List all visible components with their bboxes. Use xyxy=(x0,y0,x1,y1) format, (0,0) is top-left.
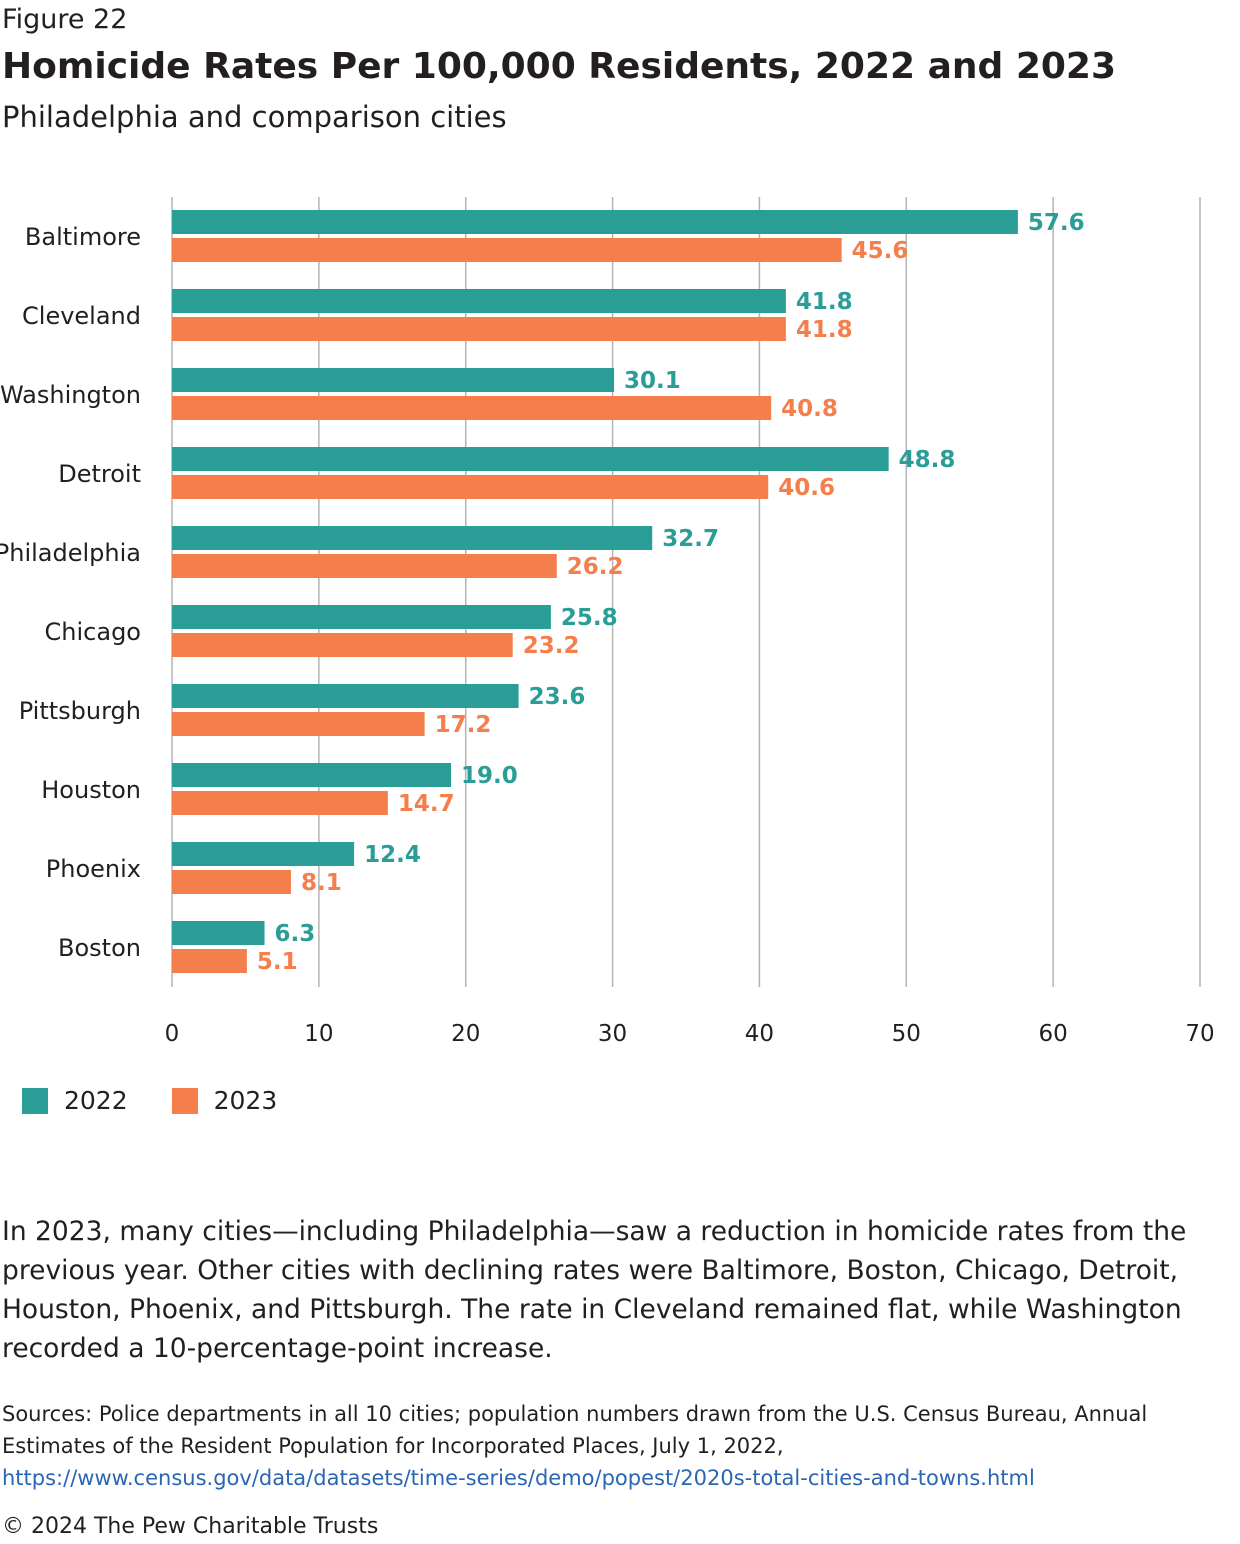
category-label: Boston xyxy=(58,934,141,962)
category-label: Houston xyxy=(41,776,141,804)
bar-2022 xyxy=(172,526,653,550)
category-label: Cleveland xyxy=(22,302,141,330)
data-label-2023: 17.2 xyxy=(435,712,492,738)
bar-2022 xyxy=(172,368,615,392)
summary-text: In 2023, many cities—including Philadelp… xyxy=(2,1216,1187,1364)
chart-legend: 2022 2023 xyxy=(22,1086,321,1115)
data-label-2022: 41.8 xyxy=(796,289,853,315)
x-tick-label: 30 xyxy=(598,1021,627,1047)
category-label: Pittsburgh xyxy=(19,697,141,725)
copyright-text: © 2024 The Pew Charitable Trusts xyxy=(2,1514,379,1539)
bar-2022 xyxy=(172,289,786,313)
x-tick-label: 10 xyxy=(304,1021,333,1047)
legend-label-2022: 2022 xyxy=(64,1086,128,1115)
category-label: Philadelphia xyxy=(0,539,141,567)
bar-2023 xyxy=(172,554,557,578)
data-label-2022: 19.0 xyxy=(461,763,518,789)
data-label-2023: 40.8 xyxy=(781,396,838,422)
data-label-2022: 23.6 xyxy=(529,684,586,710)
data-label-2023: 40.6 xyxy=(778,475,835,501)
bar-2022 xyxy=(172,763,452,787)
bar-2023 xyxy=(172,633,513,657)
category-label: Phoenix xyxy=(46,855,141,883)
sources-text: Sources: Police departments in all 10 ci… xyxy=(2,1402,1148,1458)
x-tick-label: 40 xyxy=(745,1021,774,1047)
figure-label: Figure 22 xyxy=(2,4,128,35)
x-tick-label: 60 xyxy=(1039,1021,1068,1047)
data-label-2022: 30.1 xyxy=(624,368,681,394)
bar-2022 xyxy=(172,684,519,708)
bar-2023 xyxy=(172,317,786,341)
bar-2023 xyxy=(172,870,291,894)
x-tick-label: 0 xyxy=(165,1021,180,1047)
bar-2022 xyxy=(172,921,265,945)
legend-item-2022: 2022 xyxy=(22,1086,128,1115)
x-tick-label: 70 xyxy=(1185,1021,1214,1047)
legend-label-2023: 2023 xyxy=(213,1086,278,1115)
category-label: Detroit xyxy=(58,460,141,488)
chart-subtitle: Philadelphia and comparison cities xyxy=(2,100,507,134)
bar-2023 xyxy=(172,396,772,420)
bar-2022 xyxy=(172,210,1018,234)
bar-2023 xyxy=(172,949,247,973)
data-label-2022: 6.3 xyxy=(275,921,316,947)
data-label-2022: 12.4 xyxy=(364,842,421,868)
data-label-2023: 26.2 xyxy=(567,554,624,580)
data-label-2023: 23.2 xyxy=(523,633,580,659)
data-label-2023: 14.7 xyxy=(398,791,455,817)
chart-title: Homicide Rates Per 100,000 Residents, 20… xyxy=(2,46,1117,87)
data-label-2022: 57.6 xyxy=(1028,210,1085,236)
data-label-2022: 32.7 xyxy=(662,526,719,552)
bar-2022 xyxy=(172,605,551,629)
bar-2023 xyxy=(172,712,425,736)
data-label-2022: 48.8 xyxy=(899,447,956,473)
legend-item-2023: 2023 xyxy=(171,1086,278,1115)
category-label: Washington xyxy=(0,381,141,409)
category-label: Chicago xyxy=(45,618,141,646)
legend-swatch-2023 xyxy=(171,1087,198,1114)
x-tick-label: 20 xyxy=(451,1021,480,1047)
bar-2022 xyxy=(172,447,889,471)
category-label: Baltimore xyxy=(25,223,141,251)
bar-2022 xyxy=(172,842,355,866)
data-label-2023: 8.1 xyxy=(301,870,342,896)
bar-2023 xyxy=(172,791,388,815)
legend-swatch-2022 xyxy=(22,1087,48,1114)
data-label-2022: 25.8 xyxy=(561,605,618,631)
bar-2023 xyxy=(172,238,842,262)
data-label-2023: 41.8 xyxy=(796,317,853,343)
data-label-2023: 5.1 xyxy=(257,949,298,975)
sources-link[interactable]: https://www.census.gov/data/datasets/tim… xyxy=(2,1466,1035,1490)
bar-chart: 0 10 20 30 40 50 60 70 Baltimore 57.6 45.6 Clevelan… xyxy=(0,197,1215,1047)
data-label-2023: 45.6 xyxy=(852,238,909,264)
bar-2023 xyxy=(172,475,769,499)
sources-note: Sources: Police departments in all 10 ci… xyxy=(2,1398,1238,1494)
x-tick-label: 50 xyxy=(892,1021,921,1047)
